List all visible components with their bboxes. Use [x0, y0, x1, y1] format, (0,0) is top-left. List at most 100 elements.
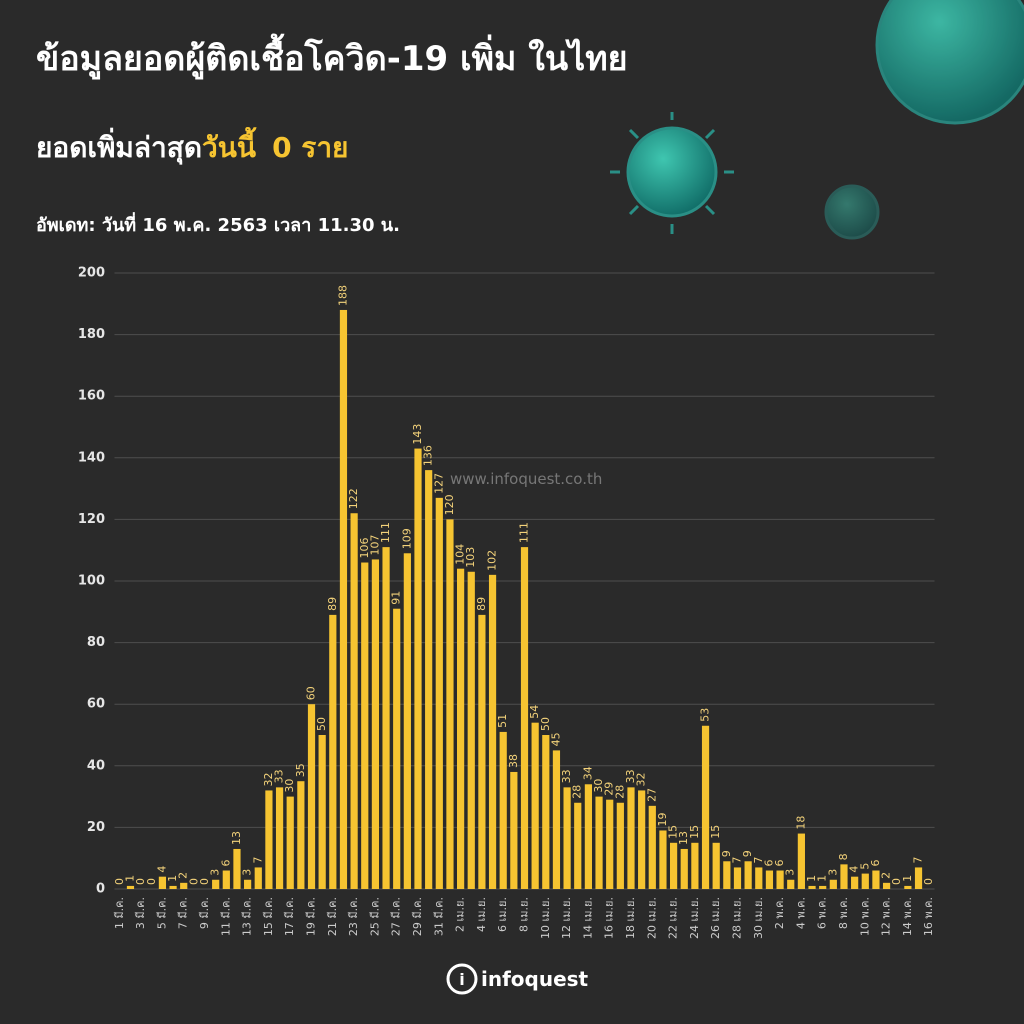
value-label: 109 — [400, 528, 413, 549]
value-label: 33 — [624, 769, 637, 783]
value-label: 127 — [432, 473, 445, 494]
bar — [244, 879, 252, 889]
value-label: 89 — [475, 597, 488, 611]
y-tick-label: 80 — [87, 635, 105, 650]
value-label: 33 — [560, 769, 573, 783]
bar — [361, 562, 369, 889]
value-label: 1 — [123, 875, 136, 882]
value-label: 0 — [187, 878, 200, 885]
y-tick-label: 160 — [78, 389, 105, 404]
x-tick-label: 25 มี.ค. — [368, 897, 381, 936]
value-label: 3 — [209, 869, 222, 876]
x-tick-label: 2 เม.ย. — [454, 897, 467, 932]
value-label: 32 — [262, 772, 275, 786]
value-label: 2 — [880, 872, 893, 879]
bar — [339, 309, 348, 890]
value-label: 103 — [464, 547, 477, 568]
x-tick-label: 4 เม.ย. — [475, 897, 488, 932]
bar — [861, 873, 869, 889]
bar — [872, 870, 880, 889]
x-tick-label: 7 มี.ค. — [177, 897, 190, 929]
x-tick-label: 22 เม.ย. — [667, 897, 680, 939]
bar — [563, 787, 571, 889]
bar — [212, 879, 220, 889]
value-label: 19 — [656, 812, 669, 826]
value-label: 0 — [113, 878, 126, 885]
bar — [488, 574, 497, 889]
bar — [616, 802, 624, 889]
bar — [222, 870, 230, 889]
value-label: 89 — [326, 597, 339, 611]
bar — [542, 735, 550, 889]
bar — [265, 790, 273, 889]
x-tick-label: 12 เม.ย. — [560, 897, 573, 939]
bar — [851, 876, 859, 889]
bar — [669, 842, 678, 889]
value-label: 3 — [826, 869, 839, 876]
value-label: 15 — [709, 825, 722, 839]
value-label: 28 — [613, 785, 626, 799]
x-tick-label: 29 มี.ค. — [411, 897, 424, 936]
value-label: 102 — [486, 550, 499, 571]
bar — [425, 470, 433, 889]
value-label: 34 — [581, 766, 594, 780]
bar — [414, 448, 422, 889]
bar — [393, 608, 401, 889]
bar — [520, 547, 529, 889]
value-label: 104 — [454, 544, 467, 565]
bar — [723, 861, 731, 889]
logo-text: infoquest — [481, 967, 589, 991]
value-label: 30 — [283, 779, 296, 793]
value-label: 45 — [549, 732, 562, 746]
bar — [457, 568, 465, 889]
value-label: 2 — [177, 872, 190, 879]
virus-decoration — [610, 0, 1024, 240]
y-tick-label: 100 — [78, 574, 105, 589]
value-label: 54 — [528, 705, 541, 719]
x-tick-label: 26 เม.ย. — [709, 897, 722, 939]
watermark: www.infoquest.co.th — [450, 470, 602, 488]
bar — [914, 867, 923, 889]
bar — [446, 519, 454, 889]
value-label: 35 — [294, 763, 307, 777]
value-label: 3 — [241, 869, 254, 876]
x-tick-label: 2 พ.ค. — [773, 897, 786, 929]
x-tick-label: 23 มี.ค. — [347, 897, 360, 936]
x-tick-label: 18 เม.ย. — [624, 897, 637, 939]
value-label: 9 — [741, 850, 754, 857]
value-label: 0 — [145, 878, 158, 885]
bar — [254, 867, 262, 889]
value-label: 8 — [837, 853, 850, 860]
value-label: 33 — [273, 769, 286, 783]
bar — [510, 771, 518, 889]
value-label: 1 — [901, 875, 914, 882]
value-label: 4 — [155, 866, 168, 873]
value-label: 1 — [805, 875, 818, 882]
bar — [787, 879, 795, 889]
value-label: 5 — [858, 863, 871, 870]
bar — [499, 731, 507, 889]
value-label: 6 — [773, 860, 786, 867]
bar — [819, 885, 827, 889]
x-tick-label: 28 เม.ย. — [730, 897, 743, 939]
y-tick-label: 120 — [78, 512, 105, 527]
x-tick-label: 4 พ.ค. — [794, 897, 807, 929]
value-label: 0 — [890, 878, 903, 885]
bar — [744, 861, 752, 889]
value-label: 1 — [166, 875, 179, 882]
value-label: 50 — [315, 717, 328, 731]
value-label: 30 — [592, 779, 605, 793]
bar — [382, 547, 390, 889]
x-tick-label: 6 เม.ย. — [496, 897, 509, 932]
x-tick-label: 19 มี.ค. — [305, 897, 318, 936]
value-label: 7 — [251, 856, 264, 863]
x-tick-label: 21 มี.ค. — [326, 897, 339, 936]
value-label: 38 — [507, 754, 520, 768]
y-tick-label: 40 — [87, 758, 105, 773]
bar — [574, 802, 582, 889]
x-tick-label: 15 มี.ค. — [262, 897, 275, 936]
bar — [371, 559, 380, 889]
bar — [733, 867, 742, 889]
